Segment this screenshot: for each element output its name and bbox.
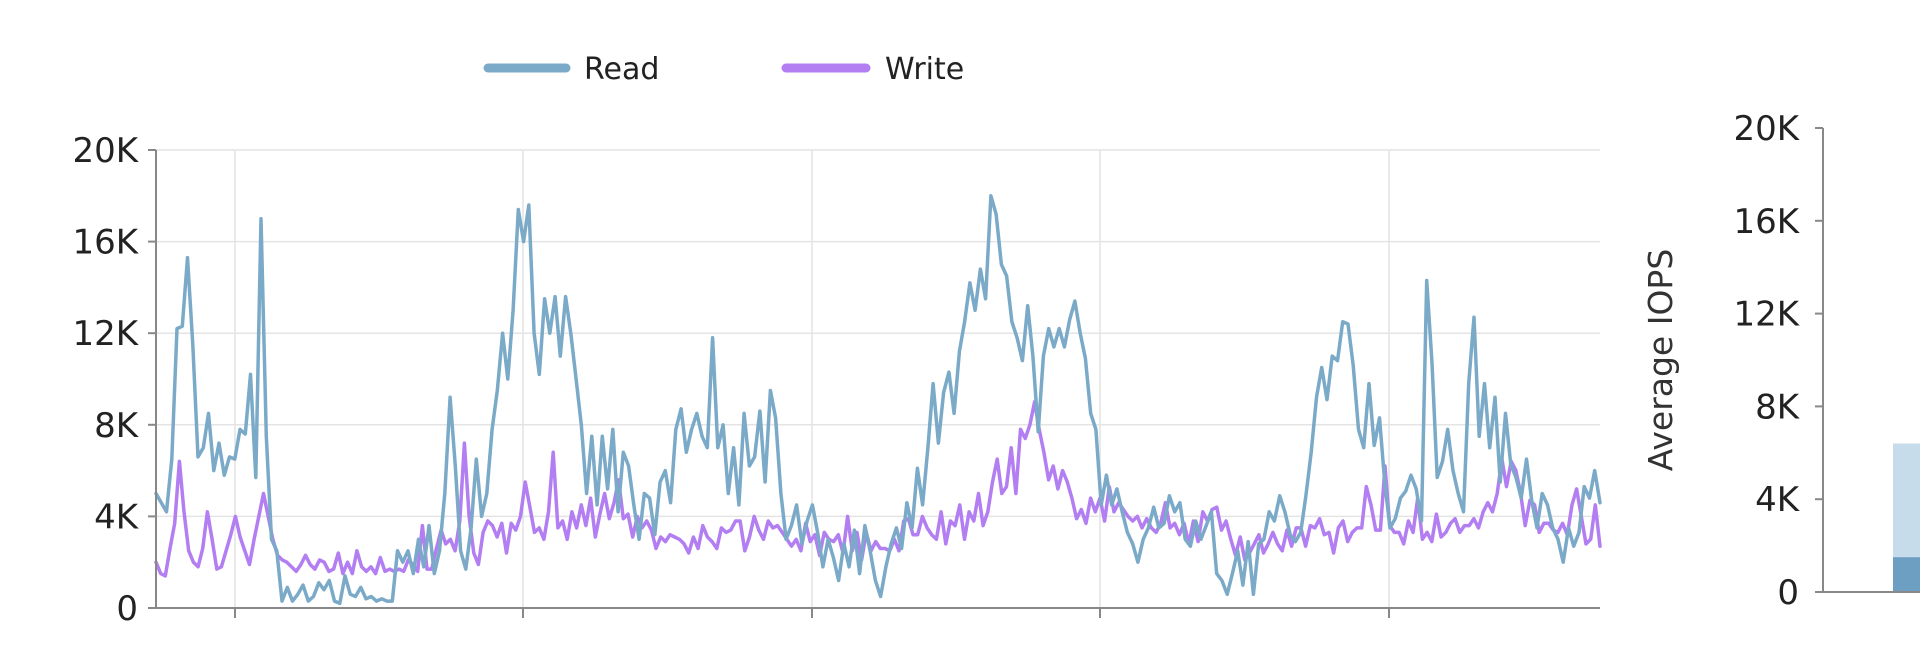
side-bar-segment <box>1893 557 1920 592</box>
side-y-axis-title: Average IOPS <box>1641 249 1680 472</box>
side-y-tick-label: 12K <box>1733 295 1800 335</box>
side-y-tick-label: 0 <box>1777 573 1799 613</box>
legend: Read Write <box>483 52 964 87</box>
main-y-tick-label: 16K <box>72 223 139 263</box>
side-y-tick-label: 4K <box>1755 480 1801 520</box>
main-grid <box>156 149 1600 608</box>
main-x-ticks <box>234 608 1390 618</box>
main-line-chart: 0 4K 8K 12K 16K 20K <box>72 131 1602 629</box>
side-bar-chart: Average IOPS 0 4K 8K 12K 16K 20K <box>1641 109 1920 613</box>
main-y-tick-label: 8K <box>94 406 140 446</box>
side-y-tick-label: 8K <box>1755 387 1801 427</box>
side-y-tick-label: 16K <box>1733 202 1800 242</box>
main-y-tick-label: 0 <box>116 589 138 629</box>
side-y-tick-label: 20K <box>1733 109 1800 149</box>
main-y-tick-label: 12K <box>72 314 139 354</box>
main-y-tick-label: 4K <box>94 497 140 537</box>
main-y-tick-label: 20K <box>72 131 139 171</box>
legend-write-label: Write <box>885 52 964 87</box>
main-y-ticks: 0 4K 8K 12K 16K 20K <box>72 131 156 629</box>
series-line-read <box>154 194 1602 606</box>
series-line-write <box>154 400 1602 578</box>
side-y-ticks: 0 4K 8K 12K 16K 20K <box>1733 109 1823 613</box>
legend-read-label: Read <box>584 52 659 87</box>
side-bars <box>1893 443 1920 592</box>
main-series-lines <box>154 194 1602 606</box>
